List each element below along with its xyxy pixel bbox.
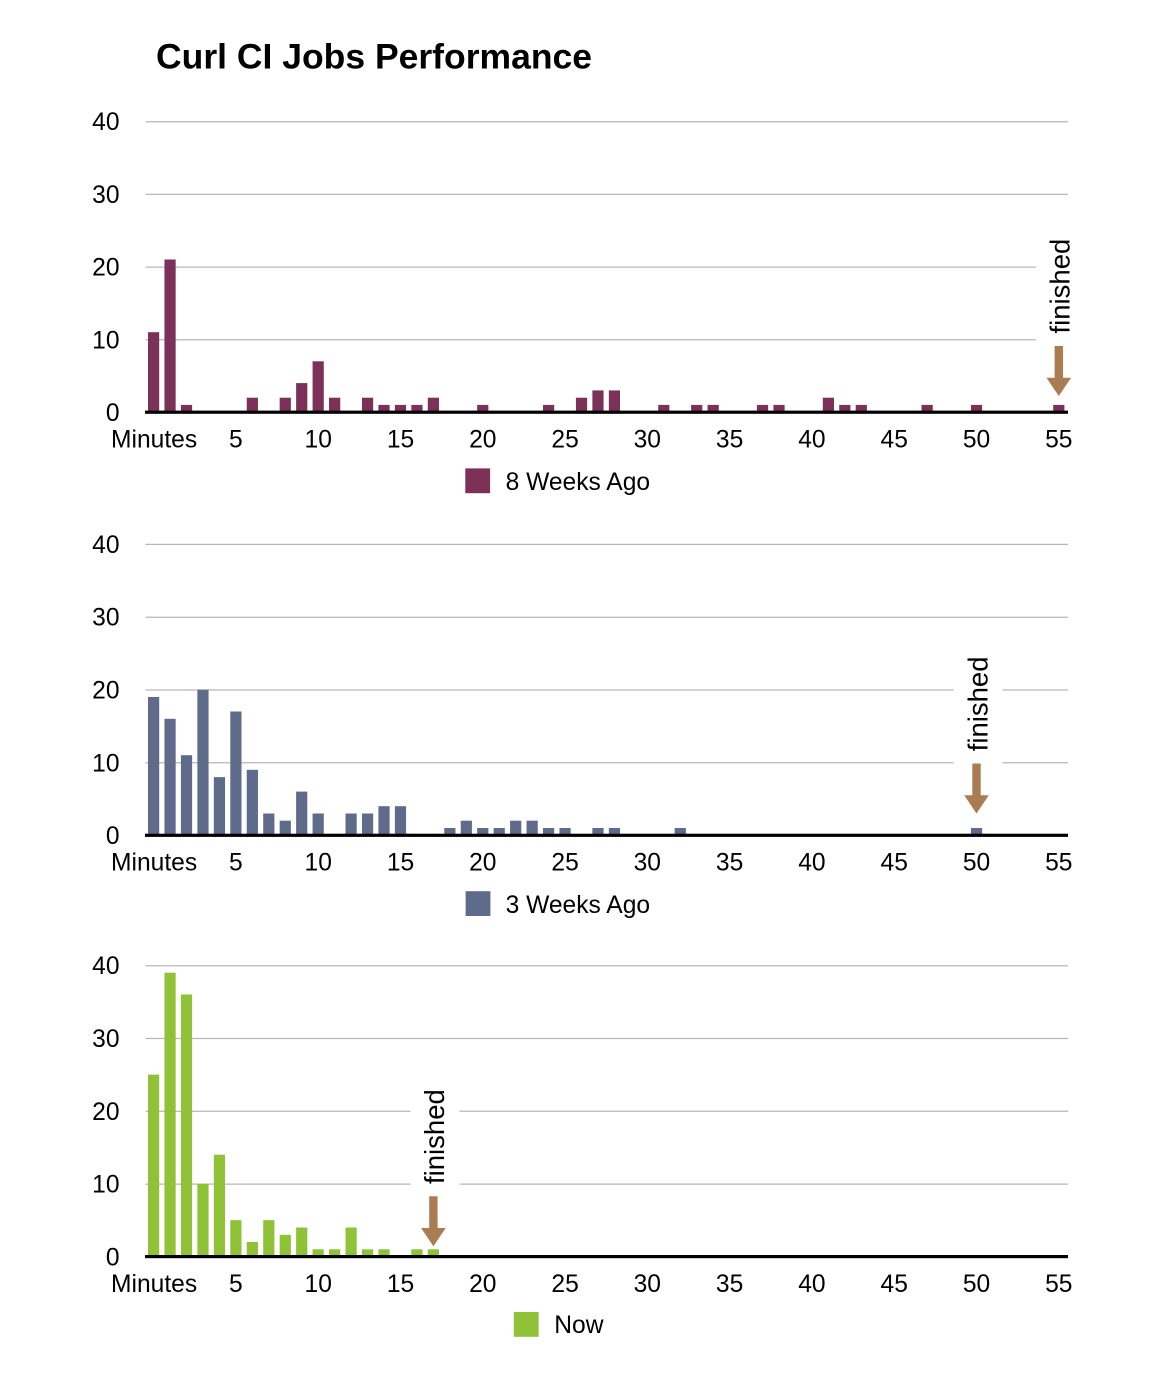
svg-text:15: 15 [387, 850, 414, 877]
svg-text:20: 20 [469, 850, 496, 877]
svg-text:30: 30 [92, 182, 119, 209]
svg-text:40: 40 [92, 532, 119, 559]
svg-text:Now: Now [554, 1312, 603, 1339]
svg-text:55: 55 [1045, 850, 1072, 877]
svg-text:Minutes: Minutes [111, 1271, 197, 1298]
svg-text:10: 10 [305, 427, 332, 454]
svg-text:40: 40 [798, 427, 825, 454]
svg-text:8 Weeks Ago: 8 Weeks Ago [506, 469, 650, 496]
svg-text:10: 10 [92, 750, 119, 777]
svg-text:Minutes: Minutes [111, 427, 197, 454]
svg-text:50: 50 [963, 1271, 990, 1298]
svg-text:50: 50 [963, 850, 990, 877]
svg-text:finished: finished [419, 1089, 450, 1184]
svg-text:50: 50 [963, 427, 990, 454]
svg-text:35: 35 [716, 1271, 743, 1298]
svg-text:20: 20 [469, 1271, 496, 1298]
svg-text:35: 35 [716, 850, 743, 877]
svg-text:30: 30 [634, 427, 661, 454]
svg-text:15: 15 [387, 1271, 414, 1298]
svg-text:5: 5 [229, 427, 243, 454]
svg-text:30: 30 [92, 605, 119, 632]
svg-text:40: 40 [92, 953, 119, 980]
svg-text:20: 20 [92, 678, 119, 705]
svg-text:0: 0 [106, 400, 120, 427]
svg-text:25: 25 [551, 1271, 578, 1298]
svg-text:40: 40 [798, 850, 825, 877]
svg-text:40: 40 [798, 1271, 825, 1298]
svg-text:20: 20 [92, 1099, 119, 1126]
svg-text:5: 5 [229, 1271, 243, 1298]
svg-text:25: 25 [551, 427, 578, 454]
svg-text:55: 55 [1045, 427, 1072, 454]
svg-text:10: 10 [305, 850, 332, 877]
svg-text:Curl CI Jobs Performance: Curl CI Jobs Performance [156, 37, 592, 77]
svg-text:Minutes: Minutes [111, 850, 197, 877]
svg-text:25: 25 [551, 850, 578, 877]
svg-text:10: 10 [92, 327, 119, 354]
svg-text:45: 45 [881, 1271, 908, 1298]
svg-text:30: 30 [634, 850, 661, 877]
svg-text:30: 30 [92, 1026, 119, 1053]
svg-text:0: 0 [106, 823, 120, 850]
svg-text:20: 20 [92, 255, 119, 282]
svg-text:10: 10 [305, 1271, 332, 1298]
svg-text:0: 0 [106, 1244, 120, 1271]
svg-text:5: 5 [229, 850, 243, 877]
svg-text:35: 35 [716, 427, 743, 454]
svg-text:30: 30 [634, 1271, 661, 1298]
svg-text:15: 15 [387, 427, 414, 454]
svg-text:finished: finished [962, 657, 993, 752]
svg-text:finished: finished [1045, 239, 1076, 334]
svg-text:55: 55 [1045, 1271, 1072, 1298]
svg-text:20: 20 [469, 427, 496, 454]
svg-text:3 Weeks Ago: 3 Weeks Ago [506, 892, 650, 919]
svg-text:40: 40 [92, 109, 119, 136]
svg-text:45: 45 [881, 427, 908, 454]
svg-text:10: 10 [92, 1172, 119, 1199]
svg-text:45: 45 [881, 850, 908, 877]
